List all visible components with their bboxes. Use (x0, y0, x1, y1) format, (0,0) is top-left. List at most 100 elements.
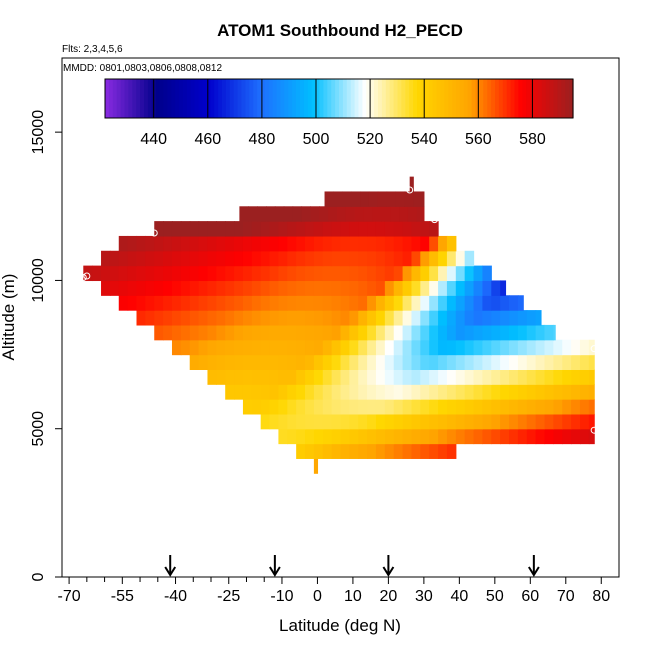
heatmap-cell (287, 280, 297, 296)
heatmap-cell (455, 384, 466, 400)
heatmap-cell (251, 384, 262, 400)
heatmap-cell (420, 384, 430, 400)
heatmap-cell (269, 295, 280, 311)
heatmap-cell (180, 295, 191, 311)
heatmap-cell (333, 191, 343, 207)
colorbar-segment (136, 79, 141, 118)
colorbar-segment (467, 79, 473, 118)
heatmap-cell (491, 413, 501, 430)
heatmap-cell (553, 339, 563, 356)
heatmap-cell (393, 250, 404, 267)
heatmap-cell (420, 369, 430, 385)
heatmap-cell (482, 369, 492, 385)
heatmap-cell (269, 235, 280, 252)
heatmap-cell (375, 324, 386, 341)
heatmap-cell (198, 310, 209, 326)
heatmap-cell (553, 369, 563, 385)
heatmap-cell (411, 354, 421, 370)
heatmap-cell (207, 235, 217, 252)
heatmap-cell (251, 354, 262, 370)
heatmap-cell (553, 413, 563, 430)
heatmap-cell (349, 265, 359, 282)
heatmap-cell (526, 369, 537, 385)
colorbar-segment (175, 79, 180, 118)
heatmap-cell (163, 250, 173, 267)
heatmap-cell (349, 280, 359, 296)
heatmap-cell (345, 206, 356, 222)
heatmap-cell (384, 428, 395, 445)
colorbar-segment (132, 79, 137, 118)
heatmap-cell (305, 265, 315, 282)
heatmap-cell (109, 265, 120, 282)
colorbar-segment (491, 79, 496, 118)
heatmap-cell (287, 324, 297, 341)
heatmap-cell (331, 399, 342, 415)
heatmap-cell (145, 250, 155, 267)
heatmap-cell (375, 265, 386, 282)
heatmap-cell (500, 324, 510, 341)
colorbar-segment (350, 79, 356, 118)
colorbar-segment (397, 79, 402, 118)
heatmap-cell (296, 384, 306, 400)
heatmap-cell (367, 221, 377, 237)
heatmap-cell (331, 443, 342, 459)
colorbar-segment (498, 79, 504, 118)
x-tick-label: 40 (450, 588, 468, 605)
heatmap-cell (269, 265, 280, 282)
colorbar-segment (331, 79, 336, 118)
colorbar-segment (163, 79, 168, 118)
colorbar-segment (537, 79, 543, 118)
heatmap-cell (464, 280, 475, 296)
axes: -70 -55 -40 -25 -10 0 10 20 30 40 50 60 70 80 0 5000 100… (30, 57, 620, 605)
heatmap-cell (331, 221, 342, 237)
colorbar-segment (296, 79, 301, 118)
heatmap-cell (402, 369, 413, 385)
heatmap-cell (393, 265, 404, 282)
heatmap-cell (438, 310, 448, 326)
heatmap-cell (296, 235, 306, 252)
heatmap-cell (553, 324, 556, 341)
heatmap-cell (331, 413, 342, 430)
heatmap-cell (278, 280, 288, 296)
colorbar-segment (444, 79, 449, 118)
heatmap-cell (402, 295, 413, 311)
heatmap-cell (438, 413, 448, 430)
heatmap-cell (216, 310, 226, 326)
heatmap-cell (393, 354, 404, 370)
heatmap-cell (420, 310, 430, 326)
heatmap-cell (455, 310, 466, 326)
x-tick-label: 10 (344, 588, 362, 605)
heatmap-cell (180, 250, 191, 267)
heatmap-cell (101, 250, 111, 267)
heatmap-cell (429, 310, 439, 326)
heatmap-cell (367, 354, 377, 370)
heatmap-cell (198, 339, 209, 356)
heatmap-cell (526, 399, 537, 415)
heatmap-cell (154, 324, 164, 341)
heatmap-cell (438, 369, 448, 385)
heatmap-cell (473, 413, 484, 430)
heatmap-cell (384, 265, 395, 282)
heatmap-cell (322, 265, 333, 282)
heatmap-cell (482, 324, 492, 341)
heatmap-cell (287, 265, 297, 282)
heatmap-cell (358, 250, 368, 267)
circle-markers (79, 186, 598, 434)
colorbar-segment (323, 79, 328, 118)
colorbar-segment (233, 79, 239, 118)
heatmap-cell (216, 324, 226, 341)
heatmap-cell (257, 206, 267, 222)
heatmap-cell (429, 265, 439, 282)
heatmap-cell (517, 324, 528, 341)
heatmap-cell (127, 280, 138, 296)
heatmap-cell (402, 384, 413, 400)
colorbar-segment (171, 79, 176, 118)
heatmap-cell (269, 280, 280, 296)
heatmap-cell (296, 221, 306, 237)
x-axis-label: Latitude (deg N) (279, 616, 401, 635)
heatmap-cell (180, 324, 191, 341)
heatmap-cell (305, 428, 315, 445)
heatmap-cell (127, 235, 138, 252)
heatmap-cell (438, 354, 448, 370)
heatmap-cell (411, 428, 421, 445)
